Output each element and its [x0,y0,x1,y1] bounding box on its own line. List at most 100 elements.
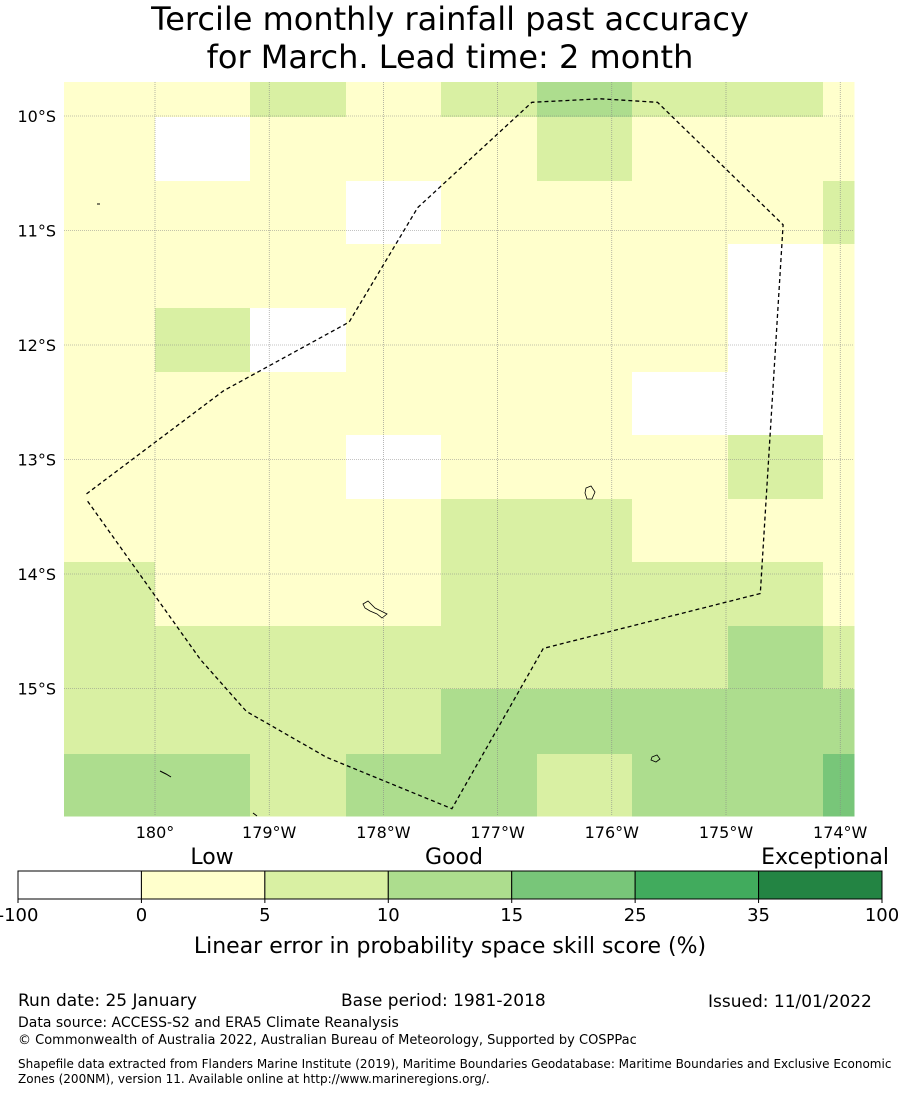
shapefile-credit: Shapefile data extracted from Flanders M… [18,1057,892,1086]
grid-cell [64,244,156,309]
grid-cell [441,626,538,690]
grid-cell [441,754,538,817]
copyright: © Commonwealth of Australia 2022, Austra… [18,1033,637,1048]
grid-cell [155,372,251,436]
grid-cell [250,435,347,500]
colorbar-swatch [17,870,142,900]
grid-cell [155,626,251,690]
grid-cell [155,308,251,373]
grid-cell [64,117,156,182]
colorbar-tick-label: 10 [377,905,400,926]
grid-cell [441,372,538,436]
latitude-label: 13°S [17,451,56,470]
colorbar-swatch [387,870,513,900]
grid-cell [632,435,729,500]
grid-cell [823,562,855,627]
grid-cell [155,82,251,118]
grid-cell [632,626,729,690]
colorbar-swatch [758,870,883,900]
grid-cell [823,754,855,817]
grid-cell [155,181,251,245]
grid-cell [64,562,156,627]
colorbar-tick-label: 100 [865,905,899,926]
grid-cell [346,626,442,690]
grid-cell [632,244,729,309]
graticule [64,82,854,816]
colorbar-tick-label: -100 [0,905,38,926]
grid-cell [537,689,633,755]
issued-date: Issued: 11/01/2022 [708,992,872,1012]
grid-cell [823,82,855,118]
grid-cell [64,689,156,755]
colorbar-swatch [264,870,389,900]
title-line-1: Tercile monthly rainfall past accuracy [151,0,749,38]
colorbar-label: Linear error in probability space skill … [194,934,706,959]
grid-cell [537,499,633,563]
grid-cell [250,689,347,755]
grid-cell [823,244,855,309]
grid-cell [64,181,156,245]
grid-cell [250,626,347,690]
grid-cell [823,689,855,755]
grid-cell [728,244,824,309]
grid-cell [250,117,347,182]
grid-cell [346,117,442,182]
grid-cell [632,117,729,182]
grid-cell [441,117,538,182]
longitude-label: 177°W [470,823,525,842]
grid-cell [728,435,824,500]
grid-cell [250,82,347,118]
grid-cell [346,689,442,755]
latitude-label: 10°S [17,107,56,126]
grid-cell [632,562,729,627]
longitude-label: 178°W [356,823,411,842]
base-period: Base period: 1981-2018 [341,991,546,1011]
grid-cell [441,308,538,373]
grid-cell [632,689,729,755]
latitude-label: 11°S [17,222,56,241]
colorbar-tick-label: 15 [500,905,523,926]
latitude-label: 15°S [17,680,56,699]
eez-boundary [85,98,784,810]
category-exceptional: Exceptional [761,845,889,870]
latitude-label: 14°S [17,565,56,584]
grid-cell [155,499,251,563]
grid-cell [441,244,538,309]
colorbar [17,870,883,900]
grid-cell [632,372,729,436]
latitude-labels: 10°S 11°S 12°S 13°S 14°S 15°S [17,107,56,699]
reef-southwest [159,770,172,778]
grid-cell [155,244,251,309]
grid-cell [346,435,442,500]
grid-cell [537,754,633,817]
grid-cell [155,754,251,817]
grid-cell [823,181,855,245]
skill-grid [64,82,855,817]
grid-cell [250,562,347,627]
grid-cell [64,499,156,563]
colorbar-tick-label: 0 [136,905,147,926]
grid-cell [155,435,251,500]
grid-cell [155,689,251,755]
colorbar-ticks: -100 0 5 10 15 25 35 100 [0,899,899,926]
longitude-label: 174°W [813,823,868,842]
grid-cell [632,754,729,817]
grid-cell [250,754,347,817]
grid-cell [346,181,442,245]
grid-cell [728,499,824,563]
grid-cell [441,82,538,118]
map-title: Tercile monthly rainfall past accuracy f… [0,0,900,76]
grid-cell [728,626,824,690]
grid-cell [632,181,729,245]
grid-cell [64,372,156,436]
grid-cell [632,499,729,563]
grid-cell [728,308,824,373]
grid-cell [64,308,156,373]
run-date: Run date: 25 January [18,991,197,1011]
grid-cell [537,372,633,436]
colorbar-swatch [511,870,636,900]
grid-cell [537,244,633,309]
island-south [650,754,661,763]
longitude-labels: 180° 179°W 178°W 177°W 176°W 175°W 174°W [136,823,868,842]
category-low: Low [190,845,233,870]
